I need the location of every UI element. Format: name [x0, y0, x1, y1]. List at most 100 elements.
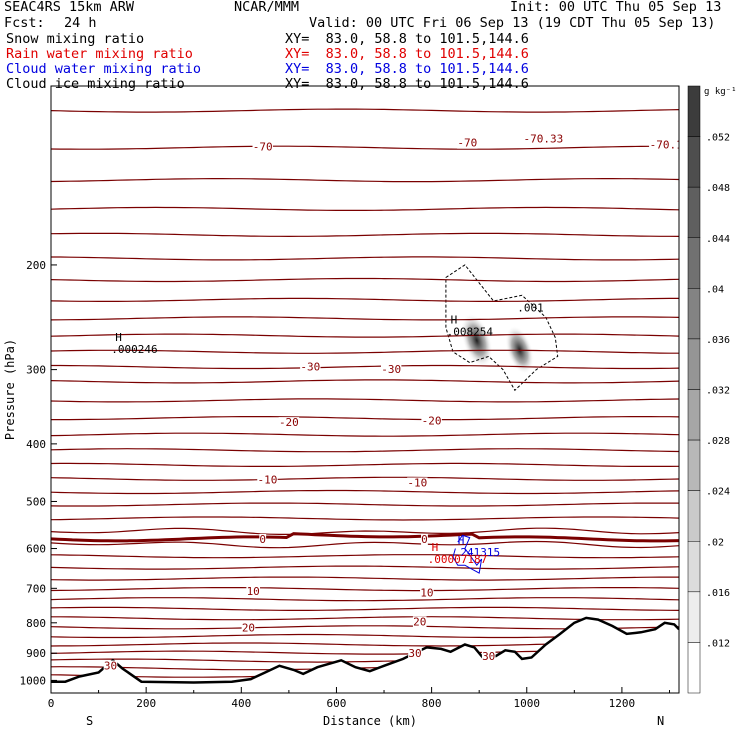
contour-label-bg — [481, 650, 496, 662]
isotherm — [51, 349, 679, 354]
isotherm — [51, 527, 679, 535]
y-axis-label: Pressure (hPa) — [3, 339, 17, 440]
contour-label: -30 — [300, 361, 320, 374]
colorbar-segment — [687, 338, 701, 390]
snow-maximum — [460, 313, 493, 368]
y-tick-label: 600 — [26, 543, 46, 556]
contour-label-bg — [408, 648, 422, 660]
contour-label: -20 — [422, 415, 442, 428]
colorbar-segment — [687, 136, 701, 188]
x-tick-label: 1200 — [609, 697, 636, 710]
contour-label: 0 — [421, 533, 428, 546]
contour-label-bg — [300, 361, 321, 373]
extremum-marker: H — [458, 534, 465, 547]
colorbar-segment — [687, 439, 701, 491]
colorbar-segment — [687, 591, 701, 643]
contour-label-bg — [257, 474, 278, 486]
extremum-marker: H — [432, 541, 439, 554]
isotherm — [51, 565, 679, 570]
isotherm — [51, 398, 679, 403]
isotherm — [51, 516, 679, 521]
contour-label: -70 — [253, 141, 273, 154]
y-tick-label: 1000 — [20, 674, 47, 687]
terrain-profile — [51, 616, 679, 684]
colorbar-label: .02 — [706, 537, 724, 548]
contour-label-bg — [457, 137, 478, 149]
y-tick-label: 900 — [26, 647, 46, 660]
isotherm — [51, 597, 679, 602]
isotherm — [51, 432, 679, 437]
contour-label: 20 — [242, 622, 255, 635]
x-axis-label: Distance (km) — [323, 714, 417, 728]
isotherm — [51, 476, 679, 481]
model-title: SEAC4RS 15km ARW — [4, 0, 135, 15]
field-name: Cloud ice mixing ratio — [6, 76, 185, 92]
isotherm — [51, 616, 679, 621]
contour-label-bg — [252, 141, 273, 153]
contour-label: 0 — [259, 533, 266, 546]
contour-label-bg — [380, 364, 402, 376]
isotherm — [51, 416, 679, 421]
isotherm — [51, 206, 679, 211]
contour-label-bg — [407, 477, 428, 489]
contour-label: -10 — [407, 476, 427, 489]
y-tick-label: 300 — [26, 364, 46, 377]
colorbar-label: .036 — [706, 335, 730, 346]
isotherm — [51, 379, 679, 384]
contour-label-bg — [103, 660, 118, 672]
colorbar-label: .044 — [706, 234, 730, 245]
x-tick-label: 200 — [136, 697, 156, 710]
colorbar-label: .048 — [706, 183, 730, 194]
south-label: S — [86, 714, 93, 728]
contour-label: 30 — [482, 650, 495, 663]
contour-label: -70.33 — [524, 133, 564, 146]
contour-label: 10 — [420, 587, 433, 600]
contour-label: -10 — [258, 474, 278, 487]
field-xy: XY= 83.0, 58.8 to 101.5,144.6 — [285, 61, 529, 77]
valid-time: Valid: 00 UTC Fri 06 Sep 13 (19 CDT Thu … — [309, 15, 716, 31]
contour-label: 20 — [413, 615, 426, 628]
extremum-marker: H — [115, 331, 122, 344]
x-tick-label: 600 — [327, 697, 347, 710]
colorbar-label: .016 — [706, 588, 730, 599]
colorbar-segment — [687, 186, 701, 239]
x-tick-label: 400 — [231, 697, 251, 710]
isotherm — [51, 108, 679, 113]
y-tick-label: 200 — [26, 259, 46, 272]
y-tick-label: 700 — [26, 582, 46, 595]
field-xy: XY= 83.0, 58.8 to 101.5,144.6 — [285, 31, 529, 47]
isotherm — [51, 554, 679, 559]
north-label: N — [657, 714, 664, 728]
colorbar-label: .024 — [706, 487, 730, 498]
isotherm — [51, 576, 679, 581]
extremum-marker: .001 — [517, 301, 544, 314]
isotherm — [51, 448, 679, 453]
org-label: NCAR/MMM — [234, 0, 300, 15]
colorbar-label: .032 — [706, 386, 730, 397]
isotherm — [51, 232, 679, 238]
extremum-value: .00007187 — [428, 553, 488, 566]
x-tick-label: 800 — [422, 697, 442, 710]
colorbar-unit: g kg⁻¹ — [704, 87, 737, 97]
contour-label-bg — [278, 417, 300, 429]
cloud-water-contour — [452, 534, 483, 574]
field-name: Rain water mixing ratio — [6, 46, 193, 62]
contour-label: 30 — [408, 647, 421, 660]
colorbar-label: .04 — [706, 284, 724, 295]
colorbar-segment — [687, 237, 701, 289]
isotherm — [51, 462, 679, 467]
isotherm — [51, 540, 679, 549]
contour-label-bg — [420, 587, 434, 599]
extremum-value: .000246 — [111, 343, 157, 356]
contour-label-bg — [241, 622, 256, 634]
isotherm — [51, 145, 679, 150]
contour-label-bg — [259, 534, 267, 546]
contour-label: -70.16 — [650, 139, 690, 152]
isotherm — [51, 256, 679, 261]
contour-label-bg — [246, 585, 260, 597]
isotherm — [51, 316, 679, 321]
colorbar-label: .012 — [706, 638, 730, 649]
contour-label: -70 — [457, 137, 477, 150]
contour-label-bg — [523, 133, 564, 145]
x-tick-label: 1000 — [514, 697, 541, 710]
